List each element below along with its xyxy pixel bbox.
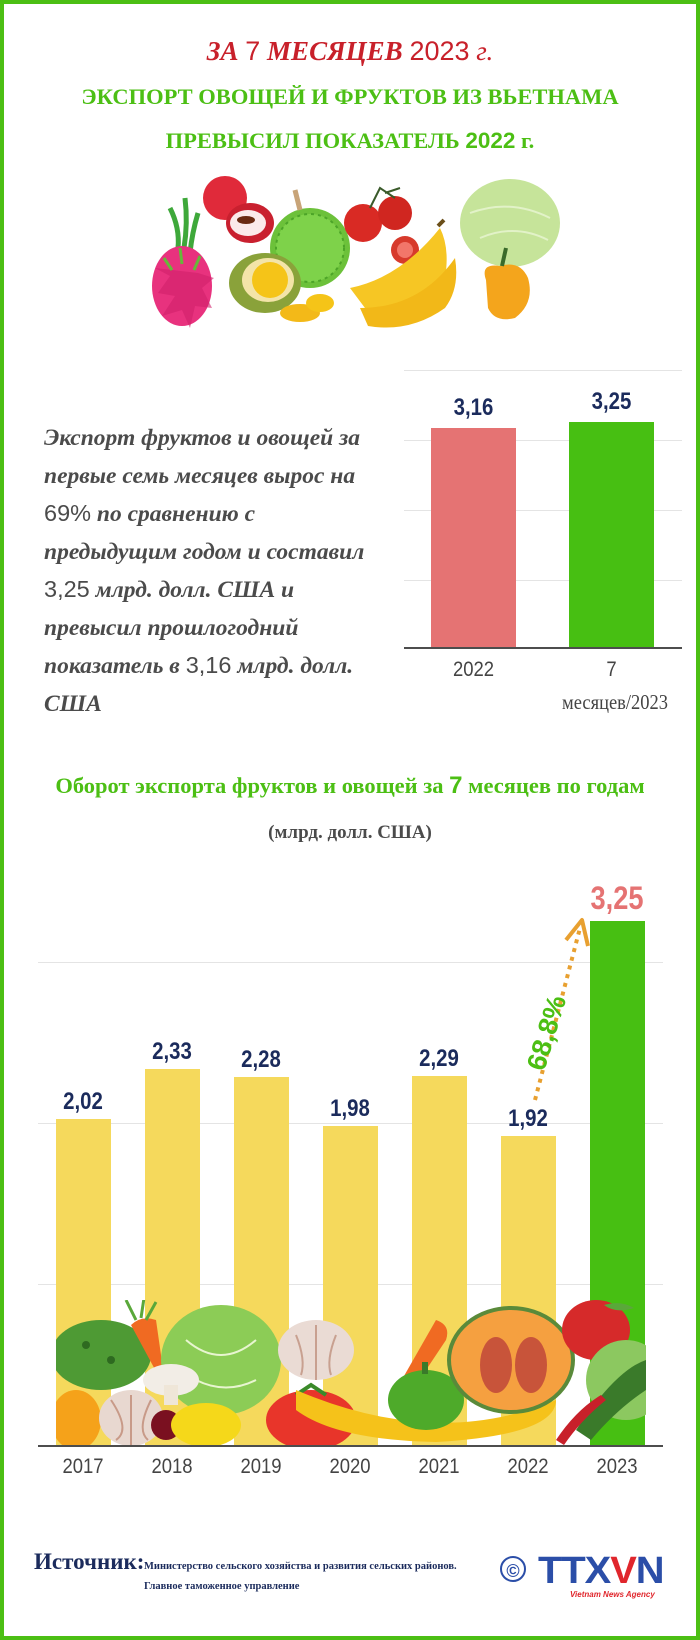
- gridline: [404, 510, 682, 511]
- copyright-icon: ©: [500, 1556, 526, 1582]
- x-axis: [404, 647, 682, 649]
- x-label-2019: 2019: [240, 1455, 282, 1478]
- durian-icon: [229, 189, 350, 322]
- summary-text: Экспорт фруктов и овощей за первые семь …: [44, 420, 374, 723]
- source-label: Источник:: [34, 1549, 145, 1574]
- title-line-3-suffix: г.: [521, 128, 535, 153]
- cabbage-icon: [161, 1305, 281, 1415]
- tomatoes-icon: [344, 186, 419, 264]
- bar-2022: [431, 428, 516, 648]
- bar-label-2022: 1,92: [508, 1105, 548, 1132]
- dragon-fruit-icon: [152, 197, 214, 328]
- bar-label-2019: 2,28: [241, 1046, 281, 1073]
- ttxvn-logo: TTXVN: [538, 1550, 665, 1593]
- title-number: 7: [245, 36, 261, 66]
- x-label-2018: 2018: [151, 1455, 193, 1478]
- green-pepper-icon: [388, 1362, 464, 1430]
- yearly-title-num: 7: [449, 772, 463, 799]
- logo-ttx: TTX: [538, 1550, 611, 1592]
- onion-2-icon: [278, 1320, 354, 1380]
- x-label-2023: 2023: [596, 1455, 638, 1478]
- cucumber-icon: [576, 1360, 646, 1440]
- logo-n: N: [635, 1550, 665, 1592]
- gridline: [404, 370, 682, 371]
- summary-part-1: Экспорт фруктов и овощей за первые семь …: [44, 425, 361, 489]
- growth-arrow-icon: [533, 918, 590, 1101]
- cabbage-icon: [460, 179, 560, 267]
- title-line-3-text: ПРЕВЫСИЛ ПОКАЗАТЕЛЬ: [165, 128, 460, 153]
- logo-v: V: [610, 1550, 637, 1592]
- broccoli-icon: [56, 1320, 151, 1390]
- vegetables-illustration: [56, 1300, 646, 1445]
- summary-pct: 69%: [44, 500, 92, 526]
- title-suffix: г.: [476, 36, 494, 66]
- banana-icon: [296, 1390, 556, 1442]
- source-line-1: Министерство сельского хозяйства и разви…: [144, 1561, 457, 1572]
- gridline: [404, 580, 682, 581]
- bar-2020: [323, 1126, 378, 1445]
- bar-label-2023: 3,25: [591, 388, 632, 415]
- title-line-1: ЗА 7 МЕСЯЦЕВ 2023 г.: [0, 36, 700, 67]
- bar-label-2022: 3,16: [453, 394, 494, 421]
- bar-7-months-2023: [569, 422, 654, 648]
- title-year: 2023: [409, 36, 470, 66]
- bar-label-2020: 1,98: [330, 1095, 370, 1122]
- chili-icon: [556, 1395, 606, 1445]
- yearly-chart-title: Оборот экспорта фруктов и овощей за 7 ме…: [0, 772, 700, 800]
- x-label-2022: 2022: [507, 1455, 549, 1478]
- title-line-2: ЭКСПОРТ ОВОЩЕЙ И ФРУКТОВ ИЗ ВЬЕТНАМА: [81, 84, 619, 109]
- melon-icon: [447, 1306, 575, 1414]
- x-label-7: 7: [606, 658, 617, 681]
- x-label-2017: 2017: [62, 1455, 104, 1478]
- fruits-illustration: [152, 176, 560, 328]
- onion-icon: [99, 1390, 163, 1445]
- mushroom-icon: [143, 1364, 199, 1405]
- bar-2017: [56, 1119, 111, 1445]
- summary-part-4: млрд. долл. США: [44, 653, 354, 717]
- x-label-2020: 2020: [329, 1455, 371, 1478]
- source-line-2: Главное таможенное управление: [144, 1581, 300, 1592]
- yearly-title-post: месяцев по годам: [468, 773, 645, 798]
- summary-part-3: млрд. долл. США и превысил прошлогодний …: [44, 577, 299, 679]
- bar-label-2017: 2,02: [63, 1088, 103, 1115]
- title-line-3-year: 2022: [465, 128, 516, 153]
- x-label-2021: 2021: [418, 1455, 460, 1478]
- bananas-icon: [350, 218, 457, 328]
- title-za: ЗА: [206, 36, 239, 66]
- x-label-months-2023: месяцев/2023: [562, 690, 668, 714]
- title-months: МЕСЯЦЕВ: [267, 36, 403, 66]
- summary-part-2: по сравнению с предыдущим годом и состав…: [44, 501, 365, 565]
- gridline: [404, 440, 682, 441]
- bar-label-2023: 3,25: [590, 880, 644, 916]
- x-axis: [38, 1445, 663, 1447]
- lemon-icon: [171, 1403, 241, 1445]
- bell-pepper-icon: [484, 247, 530, 320]
- title-line-3: ПРЕВЫСИЛ ПОКАЗАТЕЛЬ 2022 г.: [0, 128, 700, 154]
- bar-label-2018: 2,33: [152, 1038, 192, 1065]
- gridline-2: [38, 1123, 663, 1124]
- lychee-icon: [203, 176, 274, 243]
- summary-value-2023: 3,25: [44, 576, 90, 602]
- x-label-2022: 2022: [452, 658, 495, 681]
- logo-subtitle: Vietnam News Agency: [570, 1590, 655, 1599]
- gridline-3: [38, 962, 663, 963]
- yearly-title-pre: Оборот экспорта фруктов и овощей за: [55, 773, 444, 798]
- bar-label-2021: 2,29: [419, 1045, 459, 1072]
- yearly-chart-unit: (млрд. долл. США): [268, 822, 432, 843]
- pepper-icon: [56, 1390, 101, 1445]
- summary-value-2022: 3,16: [185, 652, 232, 678]
